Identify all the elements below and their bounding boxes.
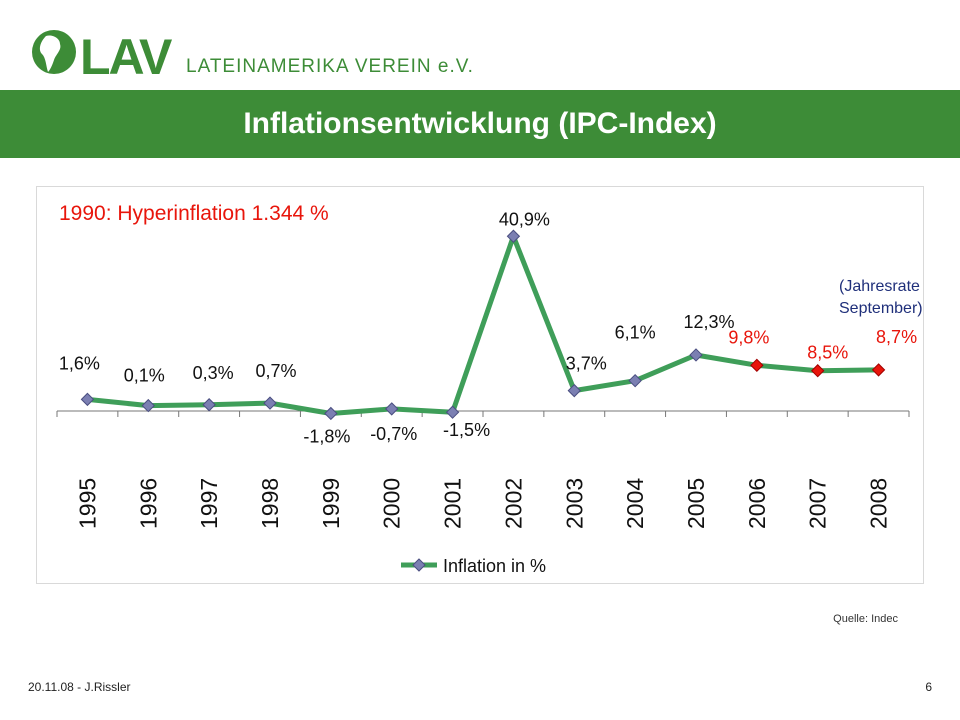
- chart-frame: 1,6% 0,1% 0,3% 0,7% -1,8% -0,7% -1,5% 40,9% 3,7%…: [36, 186, 924, 584]
- globe-icon: [32, 30, 76, 74]
- source-note: Quelle: Indec: [833, 613, 898, 625]
- inflation-line-chart: 1,6% 0,1% 0,3% 0,7% -1,8% -0,7% -1,5% 40,9% 3,7%…: [56, 202, 923, 576]
- data-label: 0,1%: [124, 366, 165, 386]
- x-tick-label: 2007: [805, 478, 831, 529]
- data-label: 0,7%: [255, 361, 296, 381]
- x-tick-label: 2003: [561, 478, 587, 529]
- x-tick-label: 1999: [318, 478, 344, 529]
- data-label: 6,1%: [615, 323, 656, 343]
- logo-text: LAV: [80, 29, 173, 82]
- org-name: LATEINAMERIKA VEREIN e.V.: [186, 56, 474, 77]
- data-point: [80, 392, 95, 407]
- legend-label: Inflation in %: [443, 556, 546, 576]
- data-label: 12,3%: [683, 312, 734, 332]
- data-point: [750, 358, 764, 373]
- legend-marker-swatch: [412, 558, 426, 572]
- annotation-hyperinflation: 1990: Hyperinflation 1.344 %: [59, 202, 329, 225]
- title-bar: Inflationsentwicklung (IPC-Index): [0, 90, 960, 158]
- data-point: [506, 229, 521, 243]
- footer-date-author: 20.11.08 - J.Rissler: [28, 680, 131, 694]
- x-tick-label: 2005: [683, 478, 709, 529]
- x-tick-label: 2006: [744, 478, 770, 529]
- x-tick-label: 2004: [622, 478, 648, 529]
- annotation-annual-rate-line2: September): [839, 300, 923, 317]
- data-point: [628, 373, 642, 388]
- data-label: -1,8%: [303, 426, 350, 446]
- data-point: [141, 398, 155, 413]
- data-label: 3,7%: [566, 354, 607, 374]
- data-point: [385, 402, 399, 416]
- data-point: [567, 383, 581, 398]
- x-tick-label: 1995: [74, 478, 100, 529]
- x-tick-label: 1997: [196, 478, 222, 529]
- x-tick-label: 2001: [440, 478, 466, 529]
- data-point: [871, 363, 886, 377]
- data-point: [202, 398, 216, 412]
- x-tick-label: 1996: [135, 478, 161, 529]
- data-label: 8,7%: [876, 327, 917, 347]
- annotation-annual-rate-line1: (Jahresrate: [839, 278, 920, 295]
- data-point: [263, 396, 277, 410]
- data-point: [324, 406, 338, 421]
- data-label: 1,6%: [59, 353, 100, 373]
- lav-logo: LAV: [32, 29, 175, 82]
- x-tick-label: 2000: [379, 478, 405, 529]
- page-title: Inflationsentwicklung (IPC-Index): [243, 107, 717, 140]
- data-point: [689, 348, 703, 362]
- series-line-inflation: [84, 233, 882, 416]
- x-tick-label: 2008: [866, 478, 892, 529]
- data-point: [811, 364, 825, 378]
- data-label: 9,8%: [728, 327, 769, 347]
- x-tick-label: 2002: [500, 478, 526, 529]
- page-number: 6: [925, 680, 932, 694]
- data-label: 8,5%: [807, 343, 848, 363]
- data-label: 40,9%: [499, 209, 550, 229]
- data-label: 0,3%: [193, 363, 234, 383]
- data-label: -0,7%: [370, 424, 417, 444]
- data-label: -1,5%: [443, 420, 490, 440]
- x-tick-label: 1998: [257, 478, 283, 529]
- data-point: [445, 405, 460, 419]
